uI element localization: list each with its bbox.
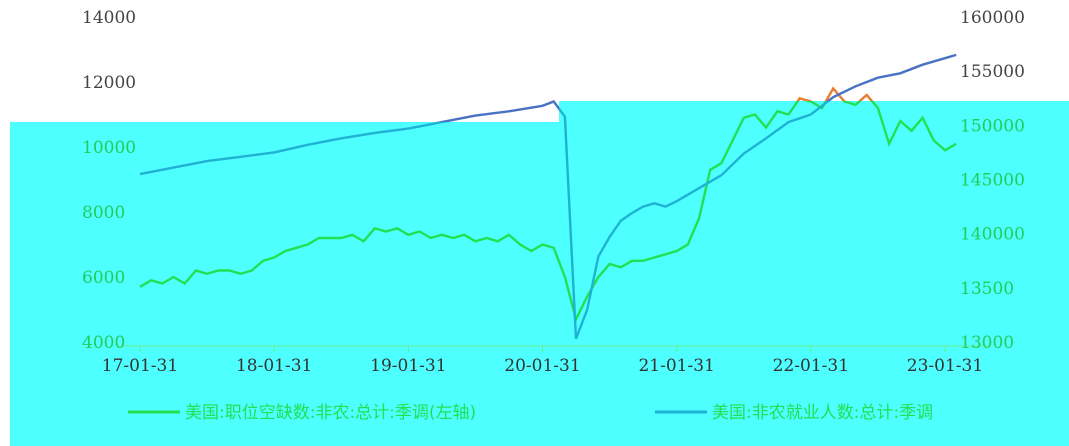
series-lines [139,53,957,340]
right-tick-label: 145000 [960,171,1025,191]
x-tick-label: 19-01-31 [370,356,446,376]
left-tick-label: 12000 [82,73,136,93]
legend-label-1: 美国:职位空缺数:非农:总计:季调(左轴) [185,403,476,423]
x-axis-ticks: 17-01-31 18-01-31 19-01-31 20-01-31 21-01-31… [102,346,983,376]
left-tick-label: 14000 [82,8,136,28]
series-line-2-upper [139,53,957,122]
legend-label-2: 美国:非农就业人数:总计:季调 [712,403,933,423]
right-tick-label: 155000 [960,62,1025,82]
right-tick-label: 150000 [960,116,1025,136]
right-tick-label: 140000 [960,225,1025,245]
x-tick-label: 21-01-31 [638,356,714,376]
left-tick-label: 10000 [82,138,136,158]
right-tick-label: 13000 [960,333,1014,353]
x-tick-label: 18-01-31 [236,356,312,376]
chart-background-fill [10,101,1069,446]
x-tick-label: 23-01-31 [907,356,983,376]
x-tick-label: 20-01-31 [504,356,580,376]
legend: 美国:职位空缺数:非农:总计:季调(左轴) 美国:非农就业人数:总计:季调 [128,403,933,423]
left-tick-label: 6000 [82,268,125,288]
right-axis-ticks: 13000 13500 140000 145000 150000 155000 160000 [960,8,1025,353]
right-tick-label: 160000 [960,8,1025,28]
x-tick-label: 22-01-31 [773,356,849,376]
x-tick-label: 17-01-31 [102,356,178,376]
series-line-2 [139,101,957,340]
left-axis-ticks: 4000 6000 8000 10000 12000 14000 [82,8,136,353]
left-tick-label: 4000 [82,333,125,353]
left-tick-label: 8000 [82,203,125,223]
right-tick-label: 13500 [960,279,1014,299]
